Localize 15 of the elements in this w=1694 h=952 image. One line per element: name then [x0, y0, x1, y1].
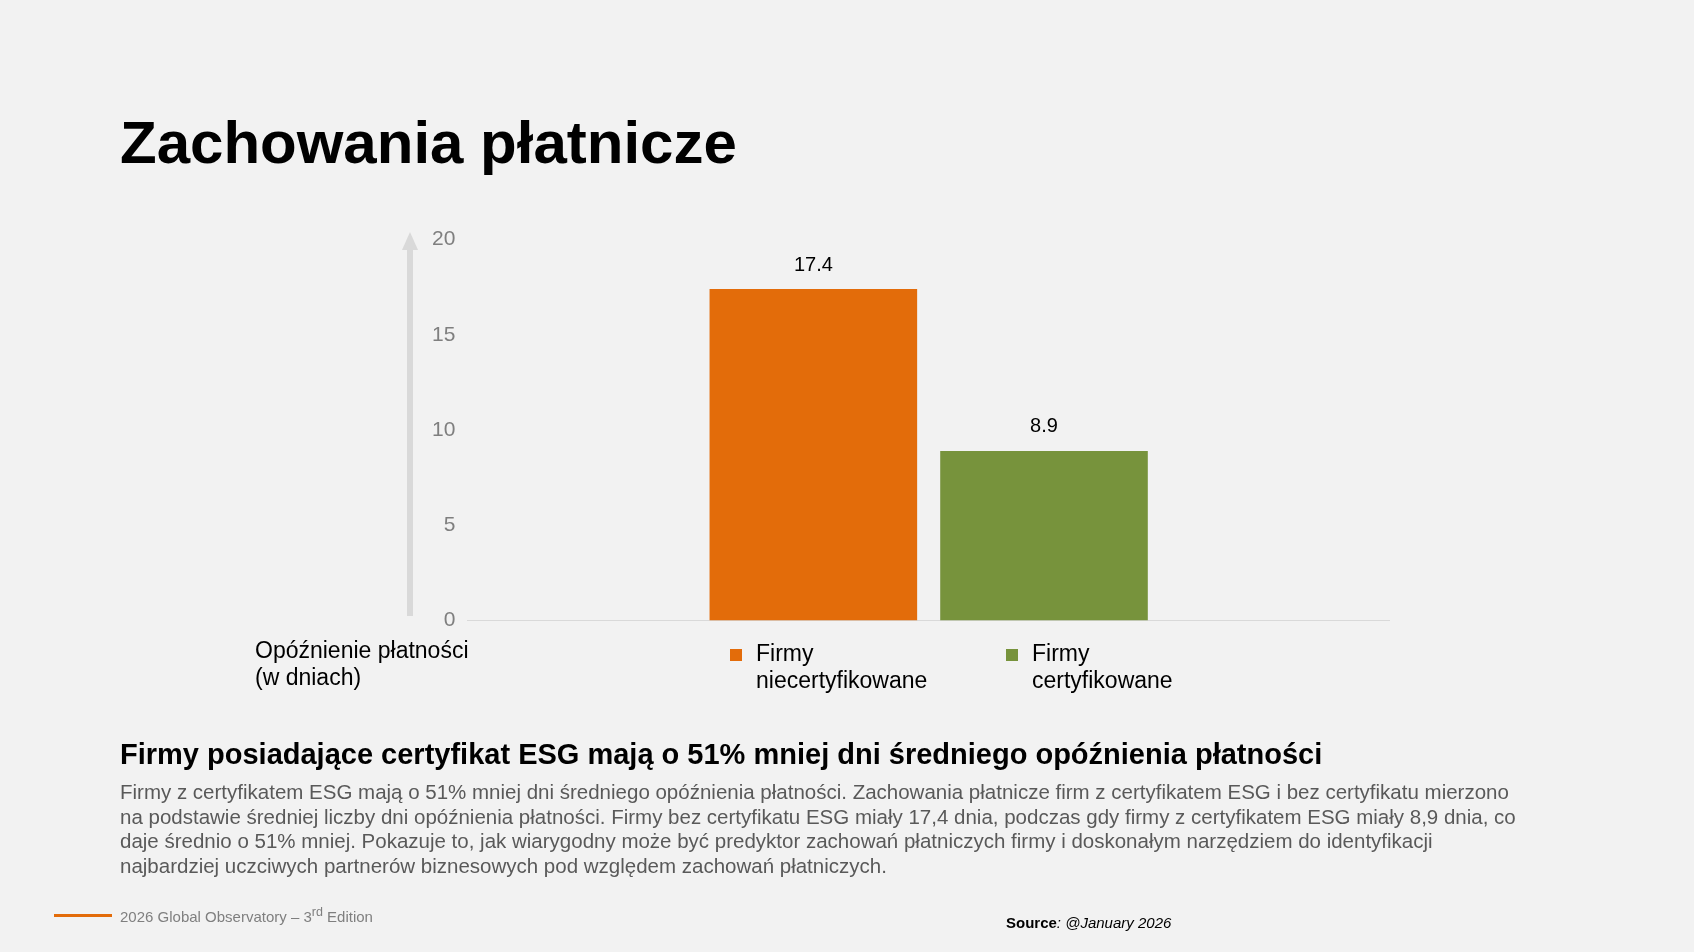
source-note: Source: @January 2026: [1006, 914, 1172, 931]
text: Firmy z certyfikatem ESG mają o 51% mniej dni średniego opóźnienia płatności. Zachowania płatnicze firm z certyfikatem ESG i bez certyfikatu mierzono na podstawie średniej liczby dni opóźnienia płatności. Firmy bez certyfikatu ESG miały 17,4 dnia, podczas gdy firmy z certyfikatem ESG miały 8,9 dnia, co daje średnio o 51% mniej. Pokazuje to, jak wiarygodny może być predyktor zachowań płatniczych firmy i doskonałym narzędziem do identyfikacji najbardziej uczciwych partnerów biznesowych pod względem zachowań płatniczych.: [120, 780, 1517, 878]
y-tick-label: 10: [432, 416, 456, 440]
y-tick-label: 5: [443, 512, 456, 535]
text: Firmy posiadające certyfikat ESG mają o 51% mniej dni średniego opóźnienia płatności: [120, 738, 1323, 771]
legend-label: Firmy certyfikowane: [1032, 640, 1174, 694]
text: 2026 Global Observatory – 3$^{rd}$ Edition: [120, 905, 373, 925]
y-tick-label: 20: [432, 226, 456, 250]
data-label: 8.9: [1030, 414, 1058, 437]
y-tick-label: 15: [432, 321, 456, 345]
y-axis-title: Opóźnienie płatności (w dniach): [255, 637, 470, 691]
legend-label: Firmy niecertyfikowane: [756, 640, 929, 694]
y-tick-label: 0: [443, 607, 456, 631]
data-label: 17.4: [793, 252, 833, 275]
chart-title: Zachowania płatnicze: [120, 108, 737, 177]
